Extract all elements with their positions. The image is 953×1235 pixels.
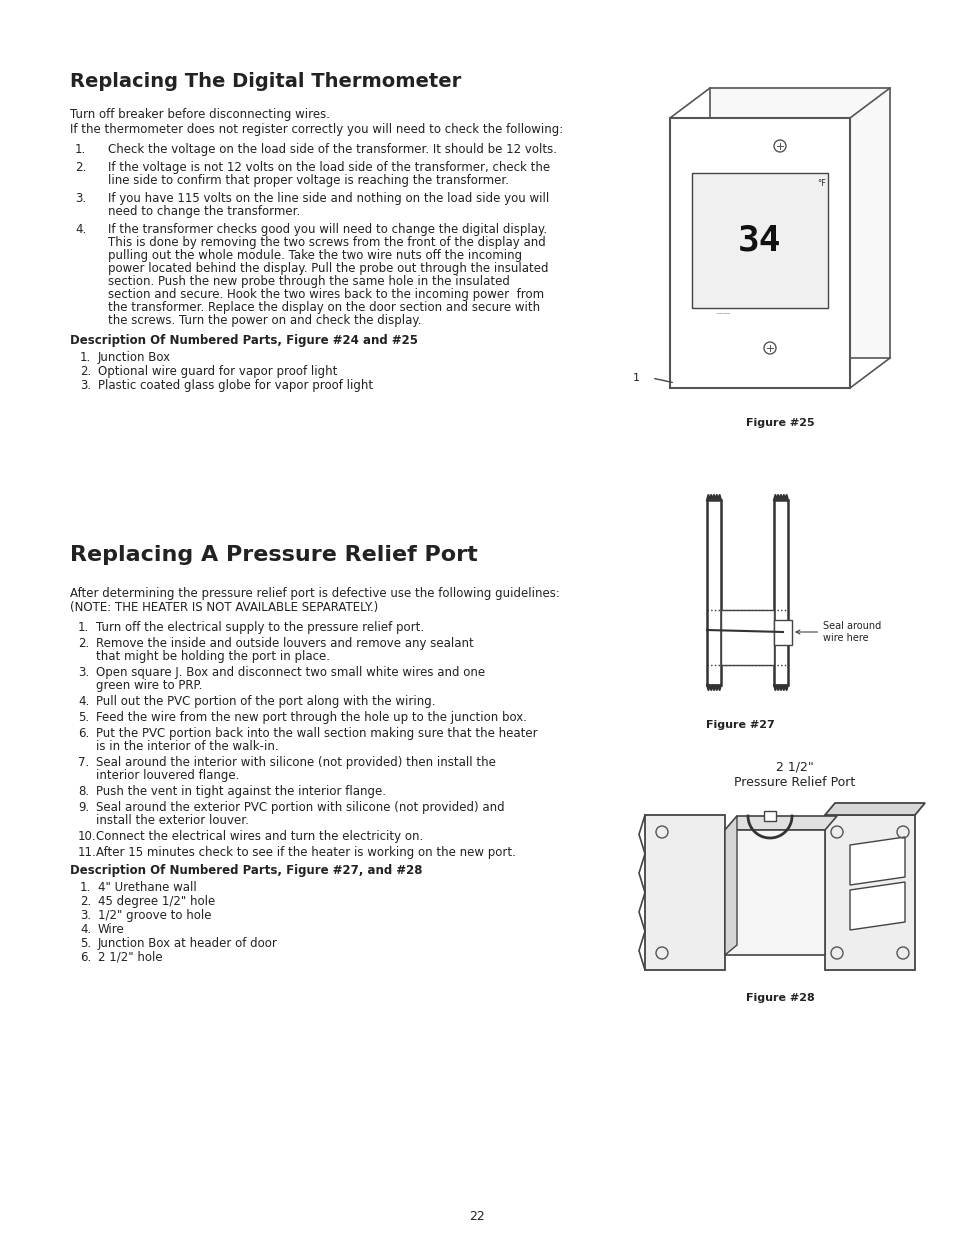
- Text: section and secure. Hook the two wires back to the incoming power  from: section and secure. Hook the two wires b…: [108, 288, 543, 301]
- Polygon shape: [849, 882, 904, 930]
- Text: 6.: 6.: [80, 951, 91, 965]
- Polygon shape: [669, 119, 849, 388]
- Text: If the thermometer does not register correctly you will need to check the follow: If the thermometer does not register cor…: [70, 124, 562, 136]
- Text: install the exterior louver.: install the exterior louver.: [96, 814, 249, 827]
- Text: 4.: 4.: [78, 695, 90, 708]
- Text: 4.: 4.: [80, 923, 91, 936]
- Text: section. Push the new probe through the same hole in the insulated: section. Push the new probe through the …: [108, 275, 509, 288]
- Polygon shape: [824, 815, 914, 969]
- Text: 45 degree 1/2" hole: 45 degree 1/2" hole: [98, 895, 215, 908]
- Text: Description Of Numbered Parts, Figure #24 and #25: Description Of Numbered Parts, Figure #2…: [70, 333, 417, 347]
- Text: 8.: 8.: [78, 785, 89, 798]
- Text: 1.: 1.: [80, 351, 91, 364]
- Text: 3.: 3.: [80, 379, 91, 391]
- Polygon shape: [720, 610, 773, 664]
- Text: 2 1/2": 2 1/2": [776, 760, 813, 773]
- Text: interior louvered flange.: interior louvered flange.: [96, 769, 239, 782]
- Text: °F: °F: [816, 179, 825, 188]
- Text: Seal around the interior with silicone (not provided) then install the: Seal around the interior with silicone (…: [96, 756, 496, 769]
- Text: line side to confirm that proper voltage is reaching the transformer.: line side to confirm that proper voltage…: [108, 174, 509, 186]
- Text: If the voltage is not 12 volts on the load side of the transformer, check the: If the voltage is not 12 volts on the lo…: [108, 161, 550, 174]
- Text: 1: 1: [633, 373, 639, 383]
- Polygon shape: [691, 173, 827, 308]
- Text: Feed the wire from the new port through the hole up to the junction box.: Feed the wire from the new port through …: [96, 711, 526, 724]
- Text: Check the voltage on the load side of the transformer. It should be 12 volts.: Check the voltage on the load side of th…: [108, 143, 557, 156]
- Text: Seal around the exterior PVC portion with silicone (not provided) and: Seal around the exterior PVC portion wit…: [96, 802, 504, 814]
- Text: 5.: 5.: [78, 711, 89, 724]
- Text: Pull out the PVC portion of the port along with the wiring.: Pull out the PVC portion of the port alo…: [96, 695, 435, 708]
- Text: 2.: 2.: [80, 366, 91, 378]
- Text: 11.: 11.: [78, 846, 96, 860]
- Text: Connect the electrical wires and turn the electricity on.: Connect the electrical wires and turn th…: [96, 830, 423, 844]
- Text: (NOTE: THE HEATER IS NOT AVAILABLE SEPARATELY.): (NOTE: THE HEATER IS NOT AVAILABLE SEPAR…: [70, 601, 377, 614]
- Polygon shape: [724, 816, 737, 955]
- Text: 9.: 9.: [78, 802, 90, 814]
- Text: Replacing A Pressure Relief Port: Replacing A Pressure Relief Port: [70, 545, 477, 564]
- Polygon shape: [644, 815, 724, 969]
- Text: ——: ——: [696, 310, 729, 316]
- Text: If the transformer checks good you will need to change the digital display.: If the transformer checks good you will …: [108, 224, 547, 236]
- Text: 6.: 6.: [78, 727, 90, 740]
- Polygon shape: [849, 837, 904, 885]
- Bar: [763, 811, 775, 821]
- Polygon shape: [724, 830, 824, 955]
- Text: Figure #25: Figure #25: [745, 417, 814, 429]
- Polygon shape: [709, 88, 889, 358]
- Text: 2 1/2" hole: 2 1/2" hole: [98, 951, 162, 965]
- Text: Figure #28: Figure #28: [745, 993, 814, 1003]
- Text: Pressure Relief Port: Pressure Relief Port: [734, 776, 855, 789]
- Text: green wire to PRP.: green wire to PRP.: [96, 679, 202, 692]
- Text: 7.: 7.: [78, 756, 90, 769]
- Text: Push the vent in tight against the interior flange.: Push the vent in tight against the inter…: [96, 785, 386, 798]
- Polygon shape: [824, 803, 924, 815]
- Text: power located behind the display. Pull the probe out through the insulated: power located behind the display. Pull t…: [108, 262, 548, 275]
- Text: 1/2" groove to hole: 1/2" groove to hole: [98, 909, 212, 923]
- Text: 2.: 2.: [78, 637, 90, 650]
- Text: 2.: 2.: [75, 161, 86, 174]
- Text: 1.: 1.: [80, 881, 91, 894]
- Text: Junction Box at header of door: Junction Box at header of door: [98, 937, 277, 950]
- Text: 3.: 3.: [80, 909, 91, 923]
- Text: Seal around
wire here: Seal around wire here: [795, 621, 881, 642]
- Text: If you have 115 volts on the line side and nothing on the load side you will: If you have 115 volts on the line side a…: [108, 191, 549, 205]
- Text: 5.: 5.: [80, 937, 91, 950]
- Text: 34: 34: [738, 224, 781, 258]
- Text: After 15 minutes check to see if the heater is working on the new port.: After 15 minutes check to see if the hea…: [96, 846, 516, 860]
- Polygon shape: [724, 816, 836, 830]
- Text: Turn off the electrical supply to the pressure relief port.: Turn off the electrical supply to the pr…: [96, 621, 424, 634]
- Text: Put the PVC portion back into the wall section making sure that the heater: Put the PVC portion back into the wall s…: [96, 727, 537, 740]
- Text: need to change the transformer.: need to change the transformer.: [108, 205, 300, 219]
- Text: Replacing The Digital Thermometer: Replacing The Digital Thermometer: [70, 72, 460, 91]
- Text: is in the interior of the walk-in.: is in the interior of the walk-in.: [96, 740, 278, 753]
- Text: 1.: 1.: [75, 143, 86, 156]
- Text: 10.: 10.: [78, 830, 96, 844]
- Text: 4.: 4.: [75, 224, 86, 236]
- Text: pulling out the whole module. Take the two wire nuts off the incoming: pulling out the whole module. Take the t…: [108, 249, 521, 262]
- Text: Remove the inside and outside louvers and remove any sealant: Remove the inside and outside louvers an…: [96, 637, 474, 650]
- Text: the screws. Turn the power on and check the display.: the screws. Turn the power on and check …: [108, 314, 421, 327]
- Text: 3.: 3.: [78, 666, 89, 679]
- Text: Junction Box: Junction Box: [98, 351, 171, 364]
- Text: Optional wire guard for vapor proof light: Optional wire guard for vapor proof ligh…: [98, 366, 337, 378]
- Text: 22: 22: [469, 1210, 484, 1223]
- Text: Plastic coated glass globe for vapor proof light: Plastic coated glass globe for vapor pro…: [98, 379, 373, 391]
- Polygon shape: [706, 500, 720, 685]
- Text: This is done by removing the two screws from the front of the display and: This is done by removing the two screws …: [108, 236, 545, 249]
- Text: Turn off breaker before disconnecting wires.: Turn off breaker before disconnecting wi…: [70, 107, 330, 121]
- Text: 2.: 2.: [80, 895, 91, 908]
- Polygon shape: [773, 620, 791, 645]
- Text: Wire: Wire: [98, 923, 125, 936]
- Text: Open square J. Box and disconnect two small white wires and one: Open square J. Box and disconnect two sm…: [96, 666, 485, 679]
- Text: Figure #27: Figure #27: [705, 720, 774, 730]
- Text: After determining the pressure relief port is defective use the following guidel: After determining the pressure relief po…: [70, 587, 559, 600]
- Text: 4" Urethane wall: 4" Urethane wall: [98, 881, 196, 894]
- Polygon shape: [773, 500, 787, 685]
- Text: that might be holding the port in place.: that might be holding the port in place.: [96, 650, 330, 663]
- Text: 1.: 1.: [78, 621, 90, 634]
- Text: Description Of Numbered Parts, Figure #27, and #28: Description Of Numbered Parts, Figure #2…: [70, 864, 422, 877]
- Text: the transformer. Replace the display on the door section and secure with: the transformer. Replace the display on …: [108, 301, 539, 314]
- Text: 3.: 3.: [75, 191, 86, 205]
